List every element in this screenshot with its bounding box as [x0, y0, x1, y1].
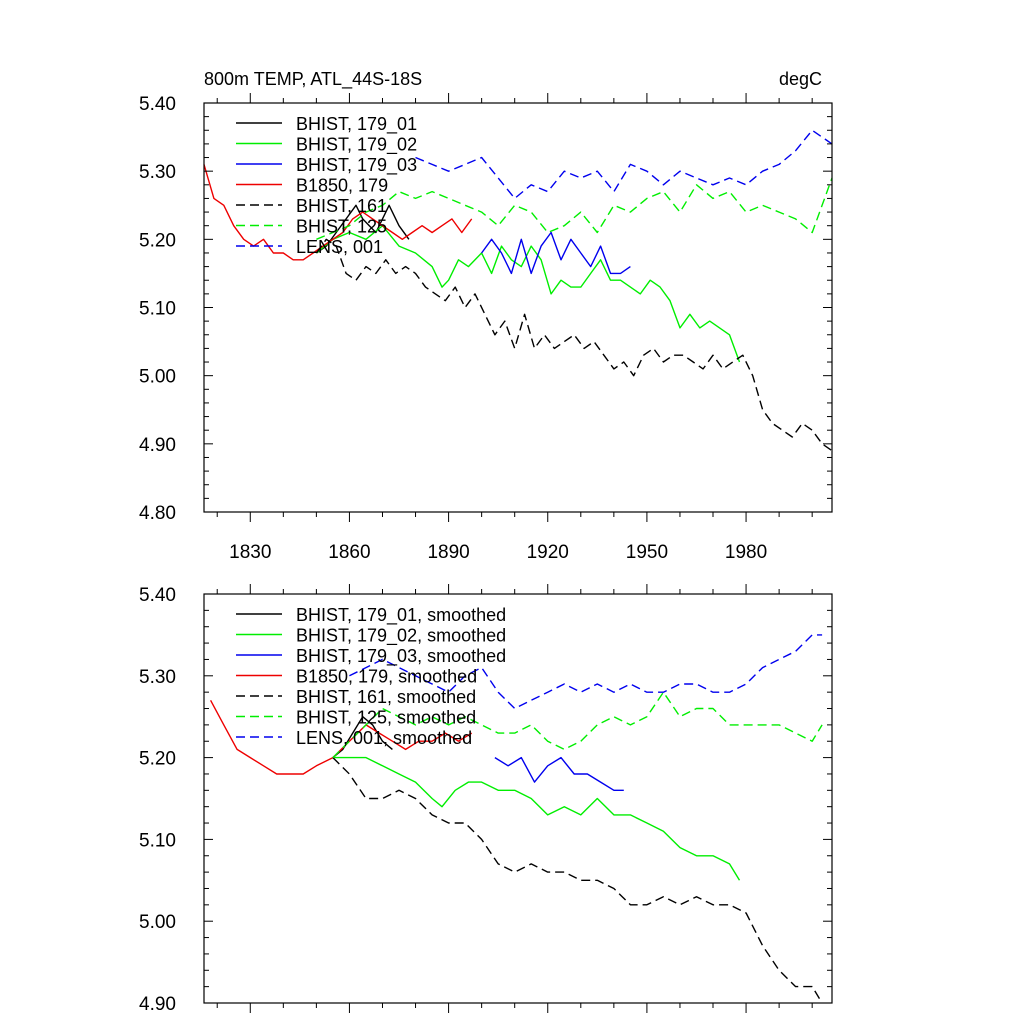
legend-label: LENS, 001, smoothed: [296, 728, 472, 748]
x-tick-label: 1860: [328, 542, 370, 563]
legend-label: LENS, 001: [296, 237, 383, 257]
series-line-4: [209, 699, 473, 775]
x-tick-label: 1920: [527, 542, 569, 563]
y-tick-label: 4.80: [139, 503, 176, 524]
legend-label: B1850, 179: [296, 176, 388, 196]
legend-label: BHIST, 179_01, smoothed: [296, 605, 506, 626]
y-tick-label: 5.20: [139, 230, 176, 251]
y-tick-label: 5.30: [139, 667, 176, 688]
y-tick-label: 5.10: [139, 299, 176, 320]
series-line-2: [315, 224, 741, 363]
series-line-1: [332, 716, 393, 759]
series-line-7: [415, 129, 833, 200]
bottom-panel: 4.90 5.00 5.10 5.20 5.30 5.40 BHIST, 179_01, s…: [139, 584, 833, 1015]
legend-label: BHIST, 179_02: [296, 135, 417, 156]
legend-label: BHIST, 179_01: [296, 114, 417, 135]
y-tick-label: 5.40: [139, 94, 176, 115]
y-tick-label: 4.90: [139, 994, 176, 1015]
legend-label: BHIST, 161, smoothed: [296, 687, 476, 707]
x-tick-label: 1950: [626, 542, 668, 563]
series-line-1: [315, 204, 410, 254]
series-line-6: [316, 177, 833, 240]
legend-label: BHIST, 179_03: [296, 155, 417, 176]
x-tick-label: 1830: [229, 542, 271, 563]
y-tick-label: 5.30: [139, 162, 176, 183]
series-line-5: [315, 238, 833, 452]
y-tick-label: 5.00: [139, 912, 176, 933]
series-line-2: [332, 756, 741, 881]
y-tick-label: 5.10: [139, 830, 176, 851]
y-tick-label: 5.40: [139, 585, 176, 606]
legend-label: BHIST, 161: [296, 196, 387, 216]
chart-title: 800m TEMP, ATL_44S-18S: [204, 69, 422, 90]
series-line-7: [349, 634, 823, 710]
legend-label: B1850, 179, smoothed: [296, 667, 477, 687]
y-tick-label: 5.00: [139, 367, 176, 388]
legend-label: BHIST, 125, smoothed: [296, 708, 476, 728]
legend-label: BHIST, 125: [296, 217, 387, 237]
series-line-4: [203, 164, 473, 261]
series-line-5: [332, 757, 823, 1004]
series-line-6: [332, 691, 823, 759]
series-line-3: [481, 231, 631, 275]
legend-label: BHIST, 179_03, smoothed: [296, 646, 506, 667]
y-tick-label: 5.20: [139, 749, 176, 770]
units-label: degC: [779, 69, 822, 89]
x-tick-label: 1890: [427, 542, 469, 563]
series-line-3: [494, 756, 624, 791]
legend-label: BHIST, 179_02, smoothed: [296, 626, 506, 647]
plot-frame: [203, 593, 833, 1004]
top-panel: 4.80 4.90 5.00 5.10 5.20 5.30 5.40 1830 1860 1890…: [139, 93, 833, 563]
x-tick-label: 1980: [725, 542, 767, 563]
y-tick-label: 4.90: [139, 435, 176, 456]
